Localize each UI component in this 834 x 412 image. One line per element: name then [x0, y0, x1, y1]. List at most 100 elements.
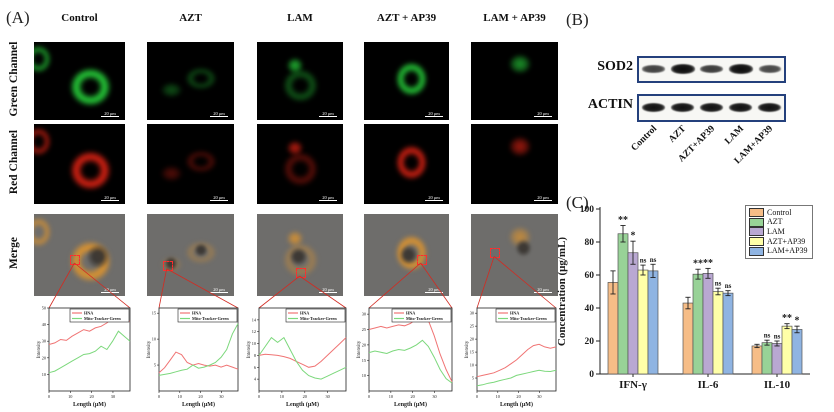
svg-text:15: 15: [470, 350, 474, 355]
bar-AZT-IFN-γ: [617, 225, 629, 375]
svg-text:40: 40: [585, 304, 595, 314]
scale-bar-line: [210, 199, 228, 201]
svg-text:Concentration (μg/mL): Concentration (μg/mL): [556, 237, 568, 347]
cell-nucleus: [288, 246, 308, 267]
svg-text:30: 30: [432, 394, 436, 399]
legend-entry: LAM: [749, 227, 808, 237]
scale-bar: 20 μm: [534, 111, 552, 117]
svg-text:Mito-Tracker-Green: Mito-Tracker-Green: [192, 316, 229, 321]
svg-text:0: 0: [368, 394, 370, 399]
legend-label: AZT+AP39: [767, 236, 806, 246]
svg-text:IL-10: IL-10: [764, 379, 791, 391]
micrograph-green-2: 20 μm: [257, 42, 343, 120]
svg-text:Length (μM): Length (μM): [73, 401, 106, 408]
bar-AZT+AP39-IFN-γ: [637, 264, 649, 375]
micrograph-red-0: 20 μm: [34, 124, 125, 204]
svg-text:20: 20: [516, 394, 520, 399]
svg-text:HNA: HNA: [406, 311, 415, 316]
micrograph-green-3: 20 μm: [364, 42, 449, 120]
svg-text:6: 6: [254, 365, 257, 370]
scale-bar-line: [425, 199, 443, 201]
scale-bar-label: 20 μm: [322, 194, 334, 200]
profile-plot: 5 10 15 0 10 20 30 Length (μM) Intensity HNAMito-…: [147, 307, 239, 408]
cell-nucleus: [85, 244, 110, 269]
blot-name-SOD2: SOD2: [597, 59, 633, 74]
blot-band: [728, 102, 753, 113]
svg-text:10: 10: [470, 363, 474, 368]
svg-text:Intensity: Intensity: [247, 340, 252, 358]
micrograph-merge-1: 20 μm: [147, 214, 234, 296]
bar-AZT-IL-6: [692, 268, 704, 375]
svg-text:HNA: HNA: [192, 311, 201, 316]
scale-bar-line: [319, 291, 337, 293]
micrograph-green-4: 20 μm: [471, 42, 558, 120]
legend-entry: LAM+AP39: [749, 246, 808, 256]
column-header: Control: [61, 12, 98, 24]
cell-fluorescence-blob: [283, 137, 307, 159]
bar-LAM+AP39-IL-10: [791, 325, 803, 375]
svg-text:Intensity: Intensity: [465, 340, 470, 358]
blot-band: [642, 65, 665, 73]
scale-bar: 20 μm: [319, 195, 337, 201]
scale-bar-line: [534, 291, 552, 293]
cell-fluorescence-blob: [34, 124, 55, 160]
svg-text:30: 30: [219, 394, 223, 399]
blot-band: [670, 64, 695, 74]
svg-text:60: 60: [585, 271, 595, 281]
svg-text:Mito-Tracker-Green: Mito-Tracker-Green: [300, 316, 337, 321]
roi-box: [295, 268, 306, 279]
scale-bar-label: 20 μm: [213, 110, 225, 116]
scale-bar: 20 μm: [534, 287, 552, 293]
sig-label: **: [782, 313, 792, 324]
svg-text:IFN-γ: IFN-γ: [619, 379, 647, 391]
sig-label: **: [618, 215, 628, 226]
legend-label: LAM+AP39: [767, 246, 808, 256]
scale-bar: 20 μm: [101, 287, 119, 293]
svg-text:4: 4: [254, 377, 257, 382]
legend-entry: AZT+AP39: [749, 237, 808, 247]
scale-bar: 20 μm: [425, 111, 443, 117]
svg-text:0: 0: [48, 394, 50, 399]
micrograph-red-4: 20 μm: [471, 124, 558, 204]
svg-text:Intensity: Intensity: [37, 340, 42, 358]
legend-swatch: [749, 227, 764, 237]
svg-text:0: 0: [158, 394, 160, 399]
svg-text:20: 20: [362, 342, 366, 347]
svg-text:30: 30: [42, 339, 46, 344]
blot-box-ACTIN: [637, 94, 786, 122]
cell-fluorescence-blob: [64, 145, 116, 196]
legend-entry: AZT: [749, 217, 808, 228]
svg-text:20: 20: [42, 355, 46, 360]
sig-label: **: [703, 258, 713, 269]
profile-plot: 10 15 20 25 30 0 10 20 30 Length (μM) Intensity HNA…: [357, 307, 453, 408]
blot-band: [728, 64, 753, 74]
cell-fluorescence-blob: [64, 63, 116, 112]
roi-box: [162, 260, 173, 271]
scale-bar-label: 20 μm: [428, 194, 440, 200]
panel-a: (A) Control AZT LAM AZT + AP39 LAM + AP39 Gr…: [6, 8, 558, 408]
blot-name-ACTIN: ACTIN: [587, 97, 633, 112]
sig-label: ns: [764, 332, 771, 340]
chart-legend: Control AZT LAM AZT+AP39 LAM+AP39: [745, 205, 813, 259]
scale-bar: 20 μm: [101, 111, 119, 117]
cell-fluorescence-blob: [181, 65, 221, 92]
scale-bar-line: [319, 115, 337, 117]
cell-fluorescence-blob: [156, 163, 187, 184]
cell-fluorescence-blob: [278, 148, 322, 190]
cell-fluorescence-blob: [392, 58, 432, 101]
svg-text:15: 15: [152, 311, 156, 316]
cell-nucleus: [193, 242, 208, 258]
svg-text:HNA: HNA: [84, 311, 93, 316]
panel-b: (B) SOD2 ACTIN Control AZT AZT+AP39 LAM LAM+A…: [556, 0, 834, 190]
micrograph-merge-2: 20 μm: [257, 214, 343, 296]
sig-label: ns: [774, 333, 781, 341]
blot-band: [670, 102, 695, 113]
cell-fluorescence-blob: [181, 148, 221, 176]
bar-LAM-IL-10: [771, 340, 783, 375]
svg-text:20: 20: [585, 337, 595, 347]
svg-text:Length (μM): Length (μM): [286, 401, 319, 408]
svg-text:Mito-Tracker-Green: Mito-Tracker-Green: [406, 316, 443, 321]
svg-text:Mito-Tracker-Green: Mito-Tracker-Green: [510, 316, 547, 321]
svg-text:30: 30: [326, 394, 330, 399]
